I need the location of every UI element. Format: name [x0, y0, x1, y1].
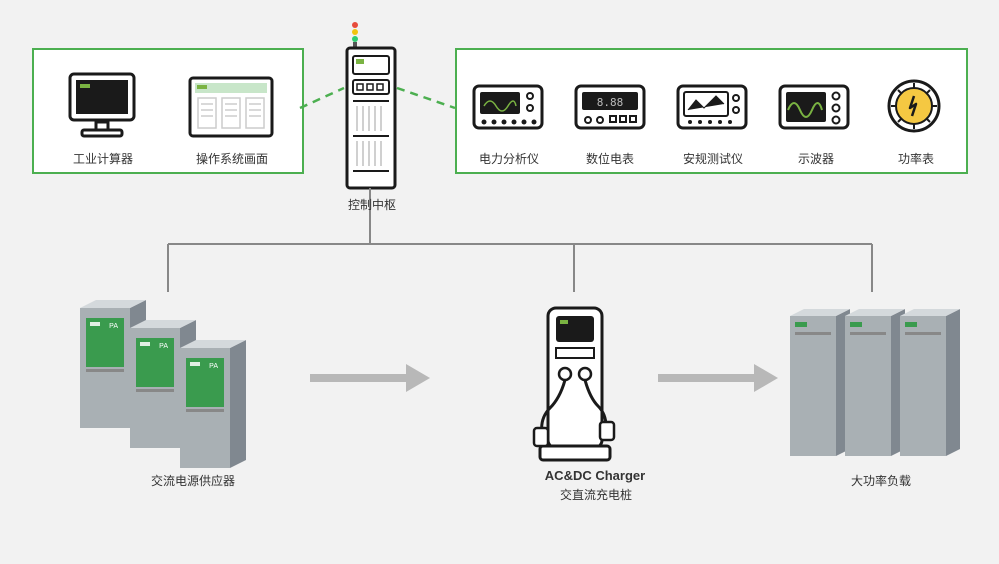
digital-meter-label: 数位电表: [584, 150, 636, 167]
charger-label-en: AC&DC Charger: [540, 468, 650, 483]
power-analyzer-label: 电力分析仪: [478, 150, 540, 167]
safety-tester-label: 安规测试仪: [682, 150, 744, 167]
charger-label-zh: 交直流充电桩: [558, 486, 634, 503]
oscilloscope-label: 示波器: [796, 150, 836, 167]
industrial-pc-label: 工业计算器: [68, 150, 138, 167]
os-screen-label: 操作系统画面: [192, 150, 272, 167]
power-meter-label: 功率表: [896, 150, 936, 167]
control-hub-label: 控制中枢: [348, 196, 396, 213]
high-load-label: 大功率负载: [848, 472, 914, 489]
ac-supply-label: 交流电源供应器: [148, 472, 238, 489]
